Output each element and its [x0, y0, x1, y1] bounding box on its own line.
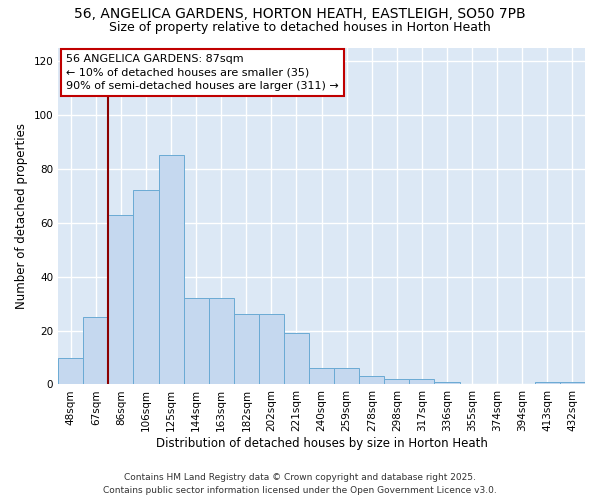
Bar — [133, 190, 158, 384]
Y-axis label: Number of detached properties: Number of detached properties — [15, 123, 28, 309]
Bar — [560, 382, 585, 384]
X-axis label: Distribution of detached houses by size in Horton Heath: Distribution of detached houses by size … — [155, 437, 488, 450]
Bar — [58, 358, 83, 384]
Bar — [409, 379, 434, 384]
Bar — [83, 317, 109, 384]
Bar — [434, 382, 460, 384]
Text: 56 ANGELICA GARDENS: 87sqm
← 10% of detached houses are smaller (35)
90% of semi: 56 ANGELICA GARDENS: 87sqm ← 10% of deta… — [66, 54, 339, 90]
Text: Size of property relative to detached houses in Horton Heath: Size of property relative to detached ho… — [109, 21, 491, 34]
Bar — [334, 368, 359, 384]
Bar — [284, 333, 309, 384]
Bar — [309, 368, 334, 384]
Bar — [109, 214, 133, 384]
Bar — [209, 298, 234, 384]
Bar — [158, 156, 184, 384]
Bar — [259, 314, 284, 384]
Bar — [184, 298, 209, 384]
Bar — [234, 314, 259, 384]
Bar — [359, 376, 385, 384]
Text: Contains HM Land Registry data © Crown copyright and database right 2025.
Contai: Contains HM Land Registry data © Crown c… — [103, 474, 497, 495]
Text: 56, ANGELICA GARDENS, HORTON HEATH, EASTLEIGH, SO50 7PB: 56, ANGELICA GARDENS, HORTON HEATH, EAST… — [74, 8, 526, 22]
Bar — [535, 382, 560, 384]
Bar — [385, 379, 409, 384]
